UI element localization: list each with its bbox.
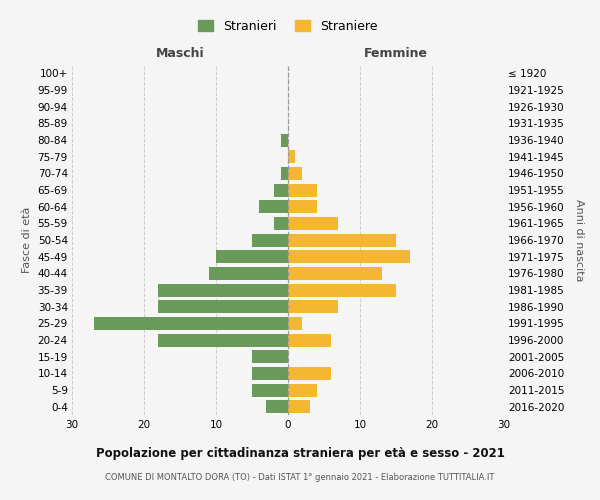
Y-axis label: Fasce di età: Fasce di età xyxy=(22,207,32,273)
Bar xyxy=(288,384,317,396)
Bar xyxy=(274,184,288,196)
Bar xyxy=(288,167,302,180)
Bar xyxy=(288,234,396,246)
Bar xyxy=(288,150,295,163)
Bar xyxy=(288,367,331,380)
Y-axis label: Anni di nascita: Anni di nascita xyxy=(574,198,584,281)
Bar xyxy=(259,200,288,213)
Bar xyxy=(288,400,310,413)
Bar xyxy=(281,167,288,180)
Bar xyxy=(274,217,288,230)
Text: Maschi: Maschi xyxy=(155,47,205,60)
Bar xyxy=(288,250,410,263)
Bar xyxy=(288,184,317,196)
Legend: Stranieri, Straniere: Stranieri, Straniere xyxy=(193,14,383,38)
Bar xyxy=(252,384,288,396)
Bar xyxy=(252,350,288,363)
Bar xyxy=(266,400,288,413)
Bar xyxy=(288,300,338,313)
Bar xyxy=(288,334,331,346)
Text: COMUNE DI MONTALTO DORA (TO) - Dati ISTAT 1° gennaio 2021 - Elaborazione TUTTITA: COMUNE DI MONTALTO DORA (TO) - Dati ISTA… xyxy=(106,472,494,482)
Bar xyxy=(252,234,288,246)
Bar xyxy=(288,284,396,296)
Bar xyxy=(288,317,302,330)
Bar xyxy=(288,217,338,230)
Text: Femmine: Femmine xyxy=(364,47,428,60)
Bar xyxy=(158,284,288,296)
Bar xyxy=(216,250,288,263)
Text: Popolazione per cittadinanza straniera per età e sesso - 2021: Popolazione per cittadinanza straniera p… xyxy=(95,448,505,460)
Bar xyxy=(252,367,288,380)
Bar xyxy=(288,267,382,280)
Bar xyxy=(94,317,288,330)
Bar xyxy=(209,267,288,280)
Bar xyxy=(281,134,288,146)
Bar xyxy=(158,334,288,346)
Bar xyxy=(158,300,288,313)
Bar xyxy=(288,200,317,213)
